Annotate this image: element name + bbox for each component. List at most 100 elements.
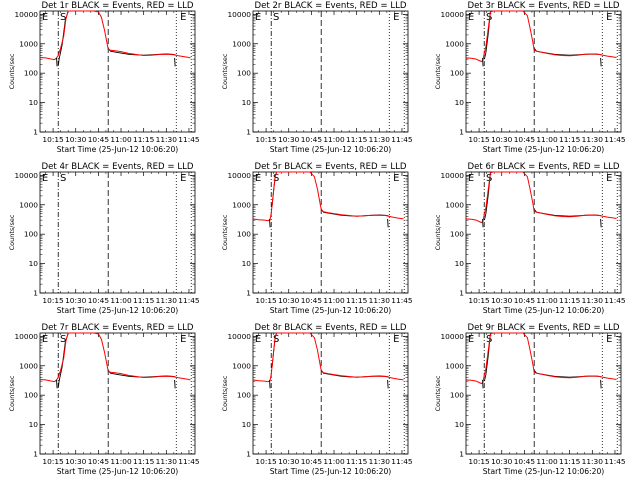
x-tick-label: 11:15 [133, 457, 155, 466]
y-tick-label: 1000 [445, 200, 464, 209]
events-spike [269, 379, 271, 389]
plot-frame [39, 171, 196, 294]
y-tick-label: 1000 [445, 39, 464, 48]
x-axis-label: Start Time (25-Jun-12 10:06:20) [57, 467, 179, 476]
x-tick-label: 10:30 [278, 135, 300, 144]
lld-curve [252, 171, 404, 222]
y-axis-label: Counts/sec [434, 53, 442, 89]
plot-frame [39, 332, 196, 455]
x-tick-label: 11:15 [346, 296, 368, 305]
x-tick-label: 11:45 [391, 296, 413, 305]
plot-frame [465, 10, 622, 133]
marker-letter: E [180, 173, 186, 184]
y-tick-label: 10 [455, 420, 465, 429]
plot-frame [252, 10, 409, 133]
panel-title: Det 9r BLACK = Events, RED = LLD [467, 323, 619, 333]
panel-det-4: Det 4r BLACK = Events, RED = LLD Counts/s… [8, 162, 200, 315]
y-tick-label: 100 [237, 69, 251, 78]
marker-letter: S [273, 334, 279, 345]
y-tick-label: 1000 [232, 39, 251, 48]
panel-title: Det 8r BLACK = Events, RED = LLD [254, 323, 406, 333]
x-tick-label: 11:45 [604, 457, 626, 466]
x-tick-label: 10:30 [65, 457, 87, 466]
marker-letter: E [468, 12, 474, 23]
x-tick-label: 10:30 [491, 296, 513, 305]
marker-letter: S [60, 334, 66, 345]
panel-det-1: Det 1r BLACK = Events, RED = LLD Counts/s… [8, 1, 200, 154]
x-tick-label: 10:45 [514, 457, 536, 466]
x-tick-label: 11:00 [536, 135, 558, 144]
y-axis-label: Counts/sec [221, 375, 229, 411]
y-tick-label: 100 [24, 391, 38, 400]
y-tick-label: 10000 [227, 332, 251, 341]
marker-letter: E [606, 12, 612, 23]
marker-letter: S [273, 173, 279, 184]
y-tick-label: 10 [455, 259, 465, 268]
y-tick-label: 1000 [19, 200, 38, 209]
y-tick-label: 10000 [14, 10, 38, 19]
x-tick-label: 11:00 [323, 457, 345, 466]
x-tick-label: 11:30 [369, 457, 391, 466]
x-tick-label: 10:15 [255, 296, 277, 305]
panel-title: Det 6r BLACK = Events, RED = LLD [467, 162, 619, 172]
x-tick-label: 11:45 [178, 296, 200, 305]
lld-curve [252, 332, 404, 383]
y-tick-label: 1000 [232, 200, 251, 209]
x-tick-label: 11:30 [369, 135, 391, 144]
x-tick-label: 10:30 [65, 296, 87, 305]
marker-letter: E [42, 12, 48, 23]
events-spike [56, 57, 58, 67]
y-tick-label: 10000 [440, 10, 464, 19]
events-spike [174, 57, 176, 67]
x-axis-label: Start Time (25-Jun-12 10:06:20) [57, 145, 179, 154]
x-tick-label: 10:45 [514, 135, 536, 144]
y-tick-label: 100 [24, 69, 38, 78]
panel-title: Det 3r BLACK = Events, RED = LLD [467, 1, 619, 11]
panel-title: Det 7r BLACK = Events, RED = LLD [41, 323, 193, 333]
panel-det-6: Det 6r BLACK = Events, RED = LLD Counts/s… [434, 162, 626, 315]
marker-letter: E [255, 12, 261, 23]
x-axis-label: Start Time (25-Jun-12 10:06:20) [270, 306, 392, 315]
x-tick-label: 11:45 [178, 457, 200, 466]
y-tick-label: 1 [459, 289, 464, 298]
x-tick-label: 11:00 [536, 296, 558, 305]
x-tick-label: 11:30 [156, 457, 178, 466]
x-tick-label: 10:30 [491, 135, 513, 144]
y-axis-label: Counts/sec [434, 375, 442, 411]
y-tick-label: 1 [33, 289, 38, 298]
panel-title: Det 1r BLACK = Events, RED = LLD [41, 1, 193, 11]
y-tick-label: 10 [455, 98, 465, 107]
panel-det-3: Det 3r BLACK = Events, RED = LLD Counts/s… [434, 1, 626, 154]
x-tick-label: 11:15 [346, 135, 368, 144]
y-tick-label: 1000 [232, 361, 251, 370]
marker-letter: E [180, 334, 186, 345]
events-spike [600, 57, 602, 67]
y-tick-label: 10 [29, 259, 39, 268]
x-tick-label: 11:00 [536, 457, 558, 466]
x-tick-label: 10:45 [88, 135, 110, 144]
x-tick-label: 11:45 [604, 135, 626, 144]
lld-curve [39, 10, 191, 61]
x-tick-label: 10:45 [301, 296, 323, 305]
x-tick-label: 11:45 [391, 457, 413, 466]
marker-letter: E [393, 12, 399, 23]
events-spike [387, 218, 389, 228]
y-axis-label: Counts/sec [8, 375, 16, 411]
x-tick-label: 10:45 [301, 135, 323, 144]
x-tick-label: 11:00 [323, 135, 345, 144]
x-tick-label: 11:15 [559, 457, 581, 466]
x-tick-label: 10:15 [255, 457, 277, 466]
marker-letter: E [468, 173, 474, 184]
y-axis-label: Counts/sec [434, 214, 442, 250]
events-spike [482, 218, 484, 228]
panel-det-2: Det 2r BLACK = Events, RED = LLD Counts/s… [221, 1, 413, 154]
marker-letter: S [60, 173, 66, 184]
y-tick-label: 1000 [19, 361, 38, 370]
panel-det-5: Det 5r BLACK = Events, RED = LLD Counts/s… [221, 162, 413, 315]
events-spike [482, 379, 484, 389]
y-tick-label: 1 [246, 128, 251, 137]
x-tick-label: 11:00 [323, 296, 345, 305]
events-spike [174, 379, 176, 389]
y-tick-label: 1000 [19, 39, 38, 48]
y-tick-label: 1 [459, 128, 464, 137]
